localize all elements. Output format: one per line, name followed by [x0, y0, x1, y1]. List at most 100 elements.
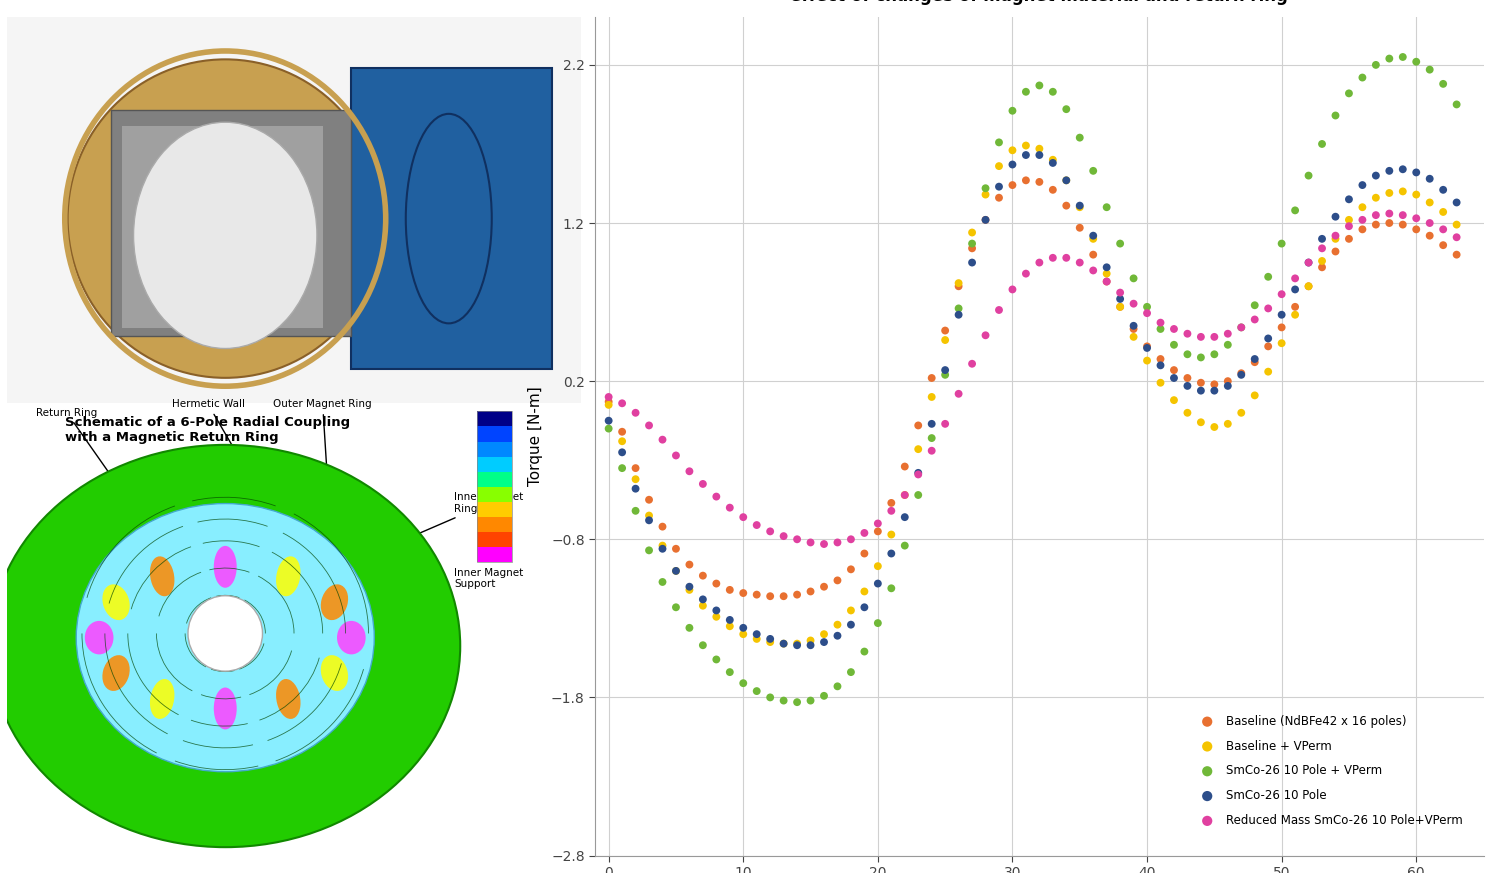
Baseline (NdBFe42 x 16 poles) — [772, 589, 796, 603]
Baseline + VPerm — [1215, 417, 1239, 431]
SmCo-26 10 Pole + VPerm — [1000, 104, 1024, 118]
SmCo-26 10 Pole — [1391, 162, 1415, 176]
Reduced Mass SmCo-26 10 Pole+VPerm — [1161, 322, 1185, 336]
Baseline + VPerm — [1337, 213, 1361, 227]
Reduced Mass SmCo-26 10 Pole+VPerm — [987, 303, 1011, 317]
SmCo-26 10 Pole — [1297, 256, 1321, 270]
Baseline + VPerm — [960, 225, 984, 239]
SmCo-26 10 Pole — [1324, 210, 1348, 223]
SmCo-26 10 Pole — [717, 613, 741, 627]
SmCo-26 10 Pole — [1202, 383, 1226, 397]
Reduced Mass SmCo-26 10 Pole+VPerm — [663, 449, 687, 463]
Baseline + VPerm — [987, 159, 1011, 173]
SmCo-26 10 Pole + VPerm — [610, 461, 634, 475]
Baseline + VPerm — [933, 333, 957, 347]
SmCo-26 10 Pole — [1121, 319, 1145, 333]
SmCo-26 10 Pole — [637, 513, 661, 527]
Baseline + VPerm — [1230, 406, 1254, 420]
SmCo-26 10 Pole — [1215, 379, 1239, 393]
Baseline + VPerm — [1351, 200, 1375, 214]
Baseline + VPerm — [1014, 139, 1038, 153]
Baseline (NdBFe42 x 16 poles) — [1121, 322, 1145, 336]
SmCo-26 10 Pole — [1081, 229, 1105, 243]
SmCo-26 10 Pole + VPerm — [623, 504, 647, 518]
Baseline + VPerm — [772, 636, 796, 650]
SmCo-26 10 Pole + VPerm — [746, 684, 769, 698]
Ellipse shape — [213, 546, 237, 588]
Text: Inner Magnet
Ring: Inner Magnet Ring — [298, 492, 523, 586]
SmCo-26 10 Pole + VPerm — [960, 237, 984, 251]
SmCo-26 10 Pole — [799, 638, 823, 652]
SmCo-26 10 Pole — [920, 417, 944, 431]
Reduced Mass SmCo-26 10 Pole+VPerm — [880, 504, 904, 518]
Reduced Mass SmCo-26 10 Pole+VPerm — [1243, 313, 1267, 327]
Baseline (NdBFe42 x 16 poles) — [866, 525, 890, 539]
Baseline (NdBFe42 x 16 poles) — [786, 588, 810, 601]
Bar — [477, 487, 511, 502]
SmCo-26 10 Pole — [1175, 379, 1199, 393]
Baseline (NdBFe42 x 16 poles) — [746, 588, 769, 601]
SmCo-26 10 Pole + VPerm — [759, 691, 783, 705]
Baseline (NdBFe42 x 16 poles) — [1297, 279, 1321, 293]
Ellipse shape — [321, 655, 347, 691]
Baseline + VPerm — [610, 434, 634, 448]
Baseline (NdBFe42 x 16 poles) — [1270, 320, 1294, 334]
Baseline (NdBFe42 x 16 poles) — [893, 459, 917, 473]
Reduced Mass SmCo-26 10 Pole+VPerm — [1311, 241, 1334, 255]
Reduced Mass SmCo-26 10 Pole+VPerm — [1135, 306, 1159, 320]
Baseline + VPerm — [1324, 232, 1348, 246]
Baseline (NdBFe42 x 16 poles) — [1230, 367, 1254, 381]
SmCo-26 10 Pole + VPerm — [1284, 203, 1308, 217]
Reduced Mass SmCo-26 10 Pole+VPerm — [637, 418, 661, 432]
SmCo-26 10 Pole + VPerm — [1311, 137, 1334, 151]
Reduced Mass SmCo-26 10 Pole+VPerm — [920, 443, 944, 457]
SmCo-26 10 Pole — [1230, 368, 1254, 382]
Baseline + VPerm — [1148, 375, 1172, 389]
Legend: Baseline (NdBFe42 x 16 poles), Baseline + VPerm, SmCo-26 10 Pole + VPerm, SmCo-2: Baseline (NdBFe42 x 16 poles), Baseline … — [1190, 709, 1469, 833]
SmCo-26 10 Pole — [813, 635, 836, 649]
SmCo-26 10 Pole + VPerm — [690, 638, 714, 652]
SmCo-26 10 Pole + VPerm — [1391, 50, 1415, 64]
SmCo-26 10 Pole + VPerm — [1068, 131, 1091, 145]
Reduced Mass SmCo-26 10 Pole+VPerm — [1364, 208, 1388, 222]
SmCo-26 10 Pole — [623, 482, 647, 496]
SmCo-26 10 Pole + VPerm — [772, 693, 796, 707]
SmCo-26 10 Pole + VPerm — [637, 543, 661, 557]
SmCo-26 10 Pole + VPerm — [1121, 272, 1145, 285]
Baseline + VPerm — [690, 599, 714, 613]
Baseline + VPerm — [596, 398, 620, 412]
SmCo-26 10 Pole + VPerm — [1230, 320, 1254, 334]
SmCo-26 10 Pole — [650, 542, 674, 556]
Baseline (NdBFe42 x 16 poles) — [596, 395, 620, 409]
Baseline (NdBFe42 x 16 poles) — [1243, 355, 1267, 369]
SmCo-26 10 Pole — [1161, 371, 1185, 385]
Reduced Mass SmCo-26 10 Pole+VPerm — [1284, 272, 1308, 285]
Baseline (NdBFe42 x 16 poles) — [1175, 371, 1199, 385]
Baseline + VPerm — [663, 564, 687, 578]
SmCo-26 10 Pole + VPerm — [974, 182, 997, 196]
SmCo-26 10 Pole — [596, 414, 620, 428]
Baseline (NdBFe42 x 16 poles) — [1148, 352, 1172, 366]
Baseline (NdBFe42 x 16 poles) — [1000, 178, 1024, 192]
SmCo-26 10 Pole — [1135, 341, 1159, 355]
Baseline + VPerm — [1161, 393, 1185, 407]
Baseline + VPerm — [1270, 336, 1294, 350]
Ellipse shape — [337, 621, 365, 655]
Reduced Mass SmCo-26 10 Pole+VPerm — [596, 390, 620, 404]
SmCo-26 10 Pole + VPerm — [987, 135, 1011, 149]
SmCo-26 10 Pole — [960, 256, 984, 270]
SmCo-26 10 Pole — [1243, 352, 1267, 366]
SmCo-26 10 Pole + VPerm — [1324, 108, 1348, 122]
Title: Plots of 2-D Analysis of Torque Behaviour (using FEMM code) showing
effect of ch: Plots of 2-D Analysis of Torque Behaviou… — [713, 0, 1367, 4]
Baseline + VPerm — [1364, 190, 1388, 204]
SmCo-26 10 Pole + VPerm — [731, 677, 754, 691]
Baseline + VPerm — [637, 509, 661, 523]
SmCo-26 10 Pole — [853, 601, 877, 615]
Baseline (NdBFe42 x 16 poles) — [677, 558, 701, 572]
Reduced Mass SmCo-26 10 Pole+VPerm — [947, 387, 971, 401]
SmCo-26 10 Pole — [690, 593, 714, 607]
Baseline + VPerm — [1135, 354, 1159, 368]
Ellipse shape — [406, 113, 492, 323]
Baseline + VPerm — [1391, 184, 1415, 198]
Baseline (NdBFe42 x 16 poles) — [947, 279, 971, 293]
